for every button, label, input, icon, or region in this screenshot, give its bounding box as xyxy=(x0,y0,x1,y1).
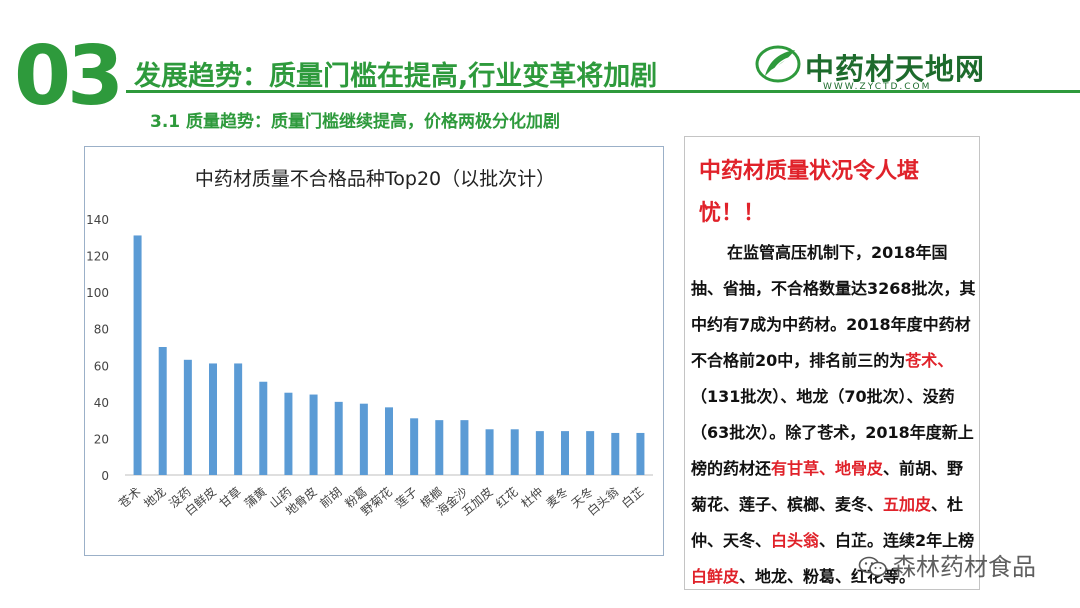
site-logo: 中药材天地网 WWW.ZYCTD.COM xyxy=(755,44,1015,96)
commentary-body: 在监管高压机制下，2018年国抽、省抽，不合格数量达3268批次，其中约有7成为… xyxy=(691,235,977,595)
x-axis-labels: 苍术地龙没药白鲜皮甘草蒲黄山药地骨皮前胡粉葛野菊花莲子槟榔海金沙五加皮红花杜仲麦… xyxy=(116,484,646,519)
bar xyxy=(284,392,293,475)
watermark: 森林药材食品 xyxy=(858,547,1036,582)
title-divider xyxy=(126,90,1080,93)
y-tick-label: 80 xyxy=(94,323,109,337)
bar-series xyxy=(133,235,645,475)
section-number: 03 xyxy=(14,29,124,124)
highlighted-text: 苍术、 xyxy=(905,351,954,370)
paragraph-text: （131批次）、地龙（70批次）、没药（63批次）。除了苍术，2018年度新上榜… xyxy=(691,387,974,478)
x-tick-label: 前胡 xyxy=(317,484,345,511)
x-tick-label: 蒲黄 xyxy=(242,485,269,511)
x-tick-label: 白芷 xyxy=(618,484,646,511)
wechat-icon xyxy=(858,556,887,577)
bar xyxy=(510,429,519,475)
highlighted-text: 白鲜皮 xyxy=(691,567,740,586)
x-tick-label: 苍术 xyxy=(116,485,143,511)
bar-chart: 中药材质量不合格品种Top20（以批次计） 0 20 40 60 80 100 120 140… xyxy=(84,146,664,556)
bar xyxy=(410,418,419,475)
y-tick-label: 40 xyxy=(94,396,109,410)
paragraph-text: 、前胡、野菊花、莲子、槟榔、麦冬、 xyxy=(691,459,964,514)
x-tick-label: 莲子 xyxy=(393,485,420,511)
paragraph-text: 、白芷。连续2年上榜 xyxy=(819,531,975,550)
bar xyxy=(385,407,393,475)
bar xyxy=(133,235,142,475)
highlighted-text: 白头翁 xyxy=(771,531,820,550)
bar xyxy=(234,363,243,475)
chart-canvas: 中药材质量不合格品种Top20（以批次计） 0 20 40 60 80 100 120 140… xyxy=(86,168,653,519)
x-tick-label: 地龙 xyxy=(141,485,168,511)
bar xyxy=(460,420,469,475)
bar xyxy=(158,347,167,475)
bar xyxy=(611,432,620,475)
bar xyxy=(359,403,368,475)
x-tick-label: 杜仲 xyxy=(518,484,546,511)
y-tick-label: 20 xyxy=(94,432,109,446)
bar xyxy=(309,394,318,475)
bar xyxy=(586,431,595,475)
x-tick-label: 红花 xyxy=(493,484,521,511)
y-tick-label: 120 xyxy=(86,250,109,264)
bar xyxy=(334,401,343,475)
x-tick-label: 麦冬 xyxy=(543,484,571,511)
bar xyxy=(535,431,544,475)
bar xyxy=(259,381,268,475)
paragraph-text: 、杜仲、天冬、 xyxy=(691,495,964,550)
chart-title: 中药材质量不合格品种Top20（以批次计） xyxy=(195,168,555,190)
page-title: 发展趋势：质量门槛在提高,行业变革将加剧 xyxy=(134,61,658,92)
bar xyxy=(485,429,494,475)
highlighted-text: 有甘草、地骨皮 xyxy=(771,459,884,478)
y-tick-label: 60 xyxy=(94,359,109,373)
x-tick-label: 甘草 xyxy=(217,485,244,511)
y-tick-label: 0 xyxy=(101,469,109,483)
highlighted-text: 五加皮 xyxy=(883,495,932,514)
bar xyxy=(636,432,645,475)
commentary-panel: 中药材质量状况令人堪忧！！ 在监管高压机制下，2018年国抽、省抽，不合格数量达… xyxy=(684,136,980,590)
commentary-heading: 中药材质量状况令人堪忧！！ xyxy=(699,159,920,226)
bar xyxy=(561,431,569,475)
bar xyxy=(435,420,444,475)
leaf-logo-icon xyxy=(755,45,801,83)
logo-url: WWW.ZYCTD.COM xyxy=(823,82,932,92)
bar xyxy=(209,363,217,475)
page-subtitle: 3.1 质量趋势：质量门槛继续提高，价格两极分化加剧 xyxy=(150,112,561,132)
y-tick-label: 100 xyxy=(86,286,109,300)
bar xyxy=(183,359,192,475)
logo-text: 中药材天地网 xyxy=(805,52,986,86)
paragraph-text: 在监管高压机制下，2018年国抽、省抽，不合格数量达3268批次，其中约有7成为… xyxy=(691,243,976,370)
y-tick-label: 140 xyxy=(86,213,109,227)
watermark-text: 森林药材食品 xyxy=(892,553,1036,581)
